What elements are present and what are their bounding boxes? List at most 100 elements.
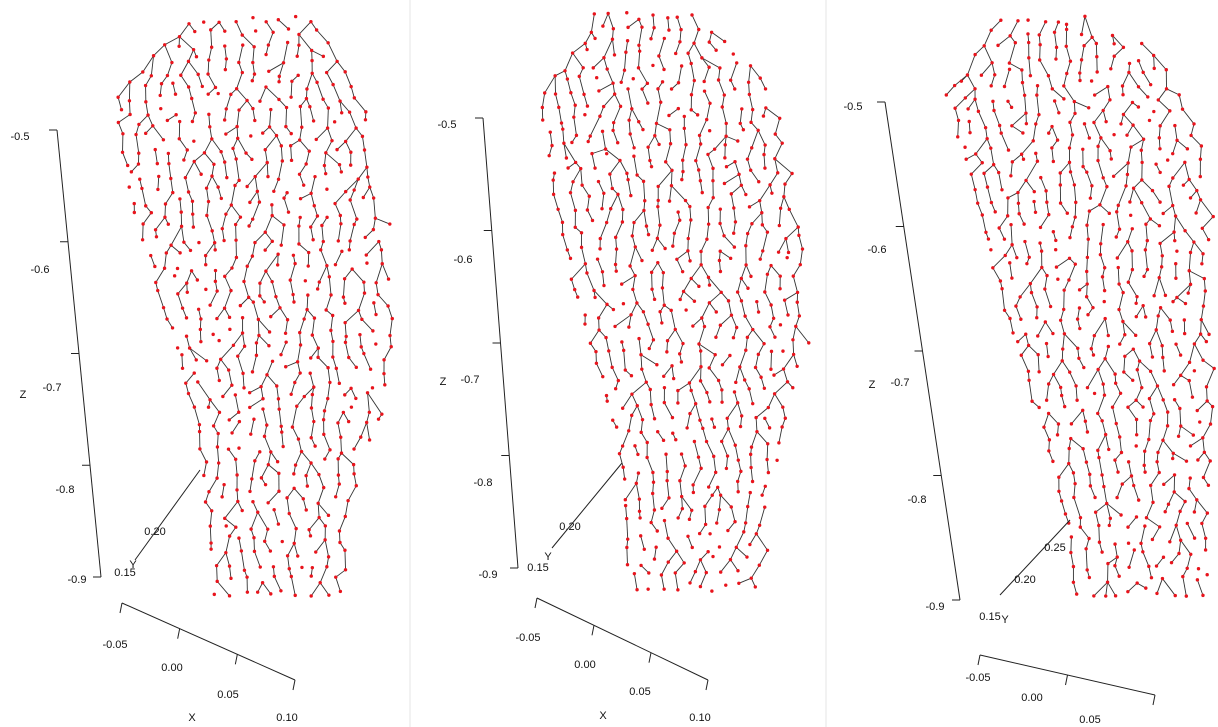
point xyxy=(759,257,762,260)
point xyxy=(733,87,736,90)
point xyxy=(279,353,282,356)
point xyxy=(688,381,691,384)
edge xyxy=(339,531,340,543)
point xyxy=(578,75,581,78)
point xyxy=(223,44,226,47)
point xyxy=(374,217,377,220)
point xyxy=(1088,209,1091,212)
edge xyxy=(672,366,674,379)
point xyxy=(1188,361,1191,364)
point xyxy=(684,199,687,202)
point xyxy=(1069,60,1072,63)
point xyxy=(690,509,693,512)
edge xyxy=(635,247,642,261)
point xyxy=(266,501,269,504)
edge xyxy=(641,420,642,433)
point xyxy=(176,292,179,295)
point xyxy=(1207,238,1210,241)
point xyxy=(215,289,218,292)
point xyxy=(1059,386,1062,389)
point xyxy=(1135,515,1138,518)
edge xyxy=(1124,356,1125,372)
point xyxy=(1059,201,1062,204)
point xyxy=(235,87,238,90)
point xyxy=(1056,277,1059,280)
point xyxy=(265,423,268,426)
edge xyxy=(207,176,212,188)
point xyxy=(613,53,616,56)
point xyxy=(676,389,679,392)
point xyxy=(653,557,656,560)
point xyxy=(1140,42,1143,45)
point xyxy=(1102,485,1105,488)
point xyxy=(724,135,727,138)
edge xyxy=(151,256,155,267)
point xyxy=(1158,276,1161,279)
point xyxy=(1020,68,1023,71)
edge xyxy=(1157,386,1163,400)
point xyxy=(1065,45,1068,48)
point xyxy=(1050,146,1053,149)
point xyxy=(697,168,700,171)
edge xyxy=(618,194,623,209)
edge xyxy=(358,167,367,179)
point xyxy=(637,44,640,47)
point xyxy=(1104,433,1107,436)
point xyxy=(1066,212,1069,215)
point xyxy=(759,376,762,379)
edge xyxy=(582,247,586,263)
edge xyxy=(786,227,798,238)
point xyxy=(663,519,666,522)
x-axis-line xyxy=(122,603,295,680)
point xyxy=(1119,513,1122,516)
point xyxy=(156,188,159,191)
edge xyxy=(727,403,737,418)
edge xyxy=(243,373,244,387)
figure: -0.5-0.6-0.7-0.8-0.9Z0.150.20Y-0.050.000… xyxy=(0,0,1218,727)
point xyxy=(1192,433,1195,436)
edge xyxy=(741,301,745,316)
y-axis-label: Y xyxy=(129,559,137,571)
edge xyxy=(328,368,330,383)
edge xyxy=(784,369,788,382)
point xyxy=(261,407,264,410)
point xyxy=(541,118,544,121)
edge xyxy=(967,75,975,89)
edge xyxy=(1070,372,1076,386)
point xyxy=(674,571,677,574)
point xyxy=(646,441,649,444)
point xyxy=(1034,211,1037,214)
point xyxy=(277,80,280,83)
point xyxy=(1025,122,1028,125)
point xyxy=(688,518,691,521)
point xyxy=(734,381,737,384)
point xyxy=(324,151,327,154)
point xyxy=(1085,224,1088,227)
point xyxy=(688,412,691,415)
edge xyxy=(1087,369,1098,387)
point xyxy=(998,124,1001,127)
edge xyxy=(1062,501,1066,514)
edge xyxy=(613,130,618,142)
point xyxy=(769,303,772,306)
point xyxy=(1056,433,1059,436)
point xyxy=(1141,550,1144,553)
point xyxy=(252,418,255,421)
point xyxy=(308,149,311,152)
point xyxy=(144,204,147,207)
edge xyxy=(346,128,356,141)
point xyxy=(664,453,667,456)
edge xyxy=(1085,124,1090,138)
edge xyxy=(238,346,245,356)
point xyxy=(258,200,261,203)
point xyxy=(586,208,589,211)
edge xyxy=(178,283,187,294)
edge xyxy=(775,134,782,143)
point xyxy=(162,306,165,309)
point xyxy=(566,77,569,80)
point xyxy=(1048,438,1051,441)
edge xyxy=(602,272,604,286)
point xyxy=(1201,594,1204,597)
point xyxy=(253,175,256,178)
edge xyxy=(1069,264,1075,280)
